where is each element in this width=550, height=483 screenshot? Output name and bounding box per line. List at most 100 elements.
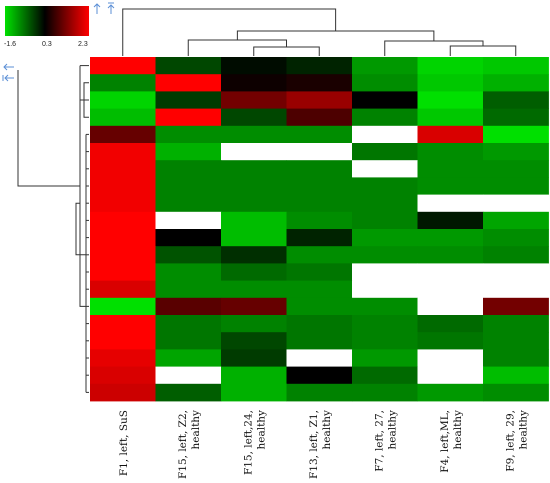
heatmap-grid	[90, 57, 549, 402]
heatmap-cell	[286, 332, 353, 350]
heatmap-cell	[90, 383, 156, 402]
heatmap-cell	[90, 177, 156, 195]
heatmap-cell	[417, 125, 484, 144]
dendrogram-branch	[253, 46, 320, 56]
heatmap-cell	[352, 91, 418, 109]
heatmap-cell	[352, 211, 418, 230]
heatmap-cell	[90, 332, 156, 350]
heatmap-cell	[286, 263, 353, 281]
heatmap-cell	[483, 263, 549, 281]
collapse-left-icon[interactable]	[2, 74, 14, 82]
heatmap-cell	[90, 194, 156, 213]
heatmap-cell	[221, 57, 287, 75]
heatmap-cell	[221, 332, 287, 350]
heatmap-cell	[483, 315, 549, 333]
heatmap-cell	[155, 332, 222, 350]
column-label: F9, left, 29,	[504, 410, 516, 472]
column-dendrogram	[122, 8, 517, 56]
heatmap-cell	[483, 125, 549, 144]
heatmap-cell	[90, 211, 156, 230]
scale-min-label: -1.6	[4, 41, 16, 48]
color-scale-legend: -1.6 0.3 2.3	[4, 6, 89, 48]
heatmap-cell	[417, 143, 484, 161]
heatmap-cell	[417, 177, 484, 195]
heatmap-cell	[155, 194, 222, 213]
heatmap-cell	[483, 108, 549, 127]
heatmap-cell	[286, 74, 353, 92]
heatmap-cell	[417, 74, 484, 92]
heatmap-cell	[352, 57, 418, 75]
heatmap-cell	[286, 297, 353, 316]
column-label: healthy	[321, 410, 333, 450]
column-label: F1, left, SuS	[118, 410, 130, 476]
heatmap-cell	[221, 315, 287, 333]
heatmap-cell	[483, 229, 549, 247]
heatmap-cell	[155, 211, 222, 230]
column-label: healthy	[517, 410, 529, 450]
dendrogram-branch	[187, 39, 287, 56]
heatmap-cell	[417, 229, 484, 247]
dendrogram-branch	[449, 45, 517, 56]
heatmap-cell	[417, 160, 484, 178]
expand-up-icon[interactable]	[93, 3, 101, 14]
heatmap-cell	[221, 349, 287, 367]
heatmap-cell	[352, 177, 418, 195]
heatmap-cell	[417, 332, 484, 350]
heatmap-cell	[352, 74, 418, 92]
heatmap-cell	[483, 246, 549, 264]
heatmap-cell	[352, 383, 418, 402]
heatmap-cell	[417, 383, 484, 402]
heatmap-cell	[155, 280, 222, 299]
heatmap-cell	[221, 383, 287, 402]
heatmap-cell	[286, 229, 353, 247]
heatmap-cell	[155, 246, 222, 264]
heatmap-cell	[221, 108, 287, 127]
heatmap-cell	[155, 349, 222, 367]
heatmap-cell	[155, 297, 222, 316]
heatmap-cell	[286, 383, 353, 402]
heatmap-cell	[352, 366, 418, 385]
heatmap-cell	[352, 229, 418, 247]
heatmap-cell	[483, 211, 549, 230]
heatmap-cell	[417, 194, 484, 213]
heatmap-cell	[221, 366, 287, 385]
heatmap-cell	[352, 194, 418, 213]
heatmap-cell	[286, 177, 353, 195]
heatmap-cell	[286, 160, 353, 178]
heatmap-cell	[90, 297, 156, 316]
heatmap-cell	[90, 143, 156, 161]
column-label: F13, left, Z1,	[308, 410, 320, 479]
heatmap-cell	[221, 229, 287, 247]
heatmap-cell	[221, 246, 287, 264]
heatmap-cell	[155, 108, 222, 127]
heatmap-cell	[417, 349, 484, 367]
heatmap-cell	[155, 263, 222, 281]
heatmap-cell	[286, 57, 353, 75]
heatmap-cell	[155, 91, 222, 109]
heatmap-cell	[483, 194, 549, 213]
dendrogram-branch	[122, 8, 337, 56]
heatmap-cell	[90, 349, 156, 367]
heatmap-cell	[155, 143, 222, 161]
heatmap-cell	[286, 194, 353, 213]
heatmap-cell	[155, 366, 222, 385]
heatmap-cell	[155, 383, 222, 402]
heatmap-cell	[221, 297, 287, 316]
column-label: healthy	[190, 410, 202, 450]
heatmap-cell	[417, 108, 484, 127]
heatmap-cell	[417, 91, 484, 109]
expand-left-icon[interactable]	[3, 63, 14, 71]
dendrogram-branch	[75, 202, 86, 256]
column-label: F7, left, 27,	[373, 410, 385, 472]
heatmap-cell	[221, 91, 287, 109]
collapse-up-icon[interactable]	[107, 2, 115, 14]
heatmap-cell	[155, 74, 222, 92]
heatmap-cell	[90, 315, 156, 333]
heatmap-cell	[90, 91, 156, 109]
column-label: F15, left, Z2,	[177, 410, 189, 479]
heatmap-cell	[483, 160, 549, 178]
heatmap-cell	[483, 143, 549, 161]
heatmap-cell	[352, 125, 418, 144]
heatmap-cell	[417, 211, 484, 230]
